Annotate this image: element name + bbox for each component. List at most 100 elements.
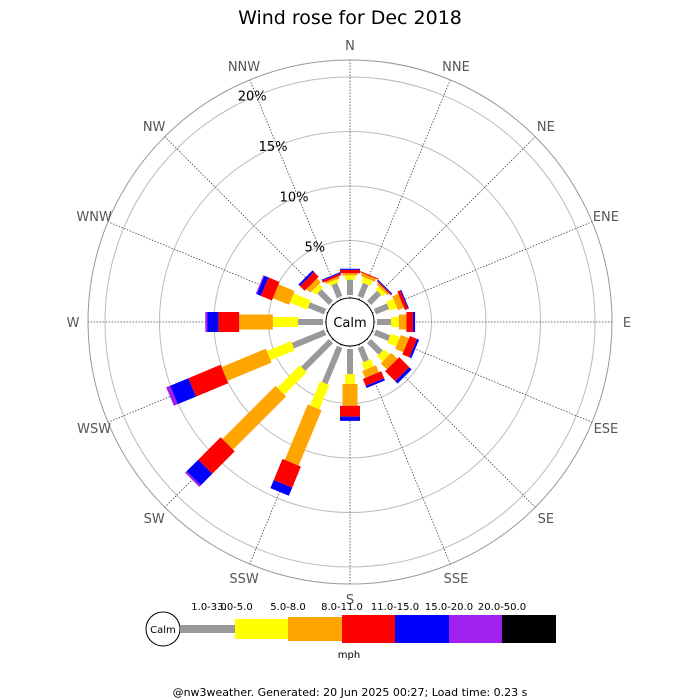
direction-label-sse: SSE [444, 572, 469, 587]
bar-sw-bin-4 [198, 437, 235, 474]
direction-label-sw: SW [144, 512, 165, 527]
legend-swatch-4 [342, 615, 395, 643]
direction-label-wsw: WSW [77, 422, 111, 437]
bar-ene-bin-3 [392, 293, 404, 311]
bar-nne-bin-3 [360, 273, 376, 282]
direction-label-ene: ENE [593, 210, 619, 225]
bar-w-bin-6 [205, 312, 208, 332]
bar-ese-bin-2 [387, 333, 400, 347]
bar-s-bin-4 [340, 405, 360, 417]
bar-w-bin-1 [297, 319, 323, 325]
bar-ese-bin-4 [402, 336, 417, 358]
bar-nw-bin-5 [298, 270, 315, 287]
ring-4 [104, 76, 596, 568]
legend-label-1: 1.0-3.0 [191, 602, 226, 613]
legend-calm-label: Calm [150, 625, 176, 636]
bar-s-bin-5 [340, 416, 360, 421]
bar-ne-bin-3 [376, 283, 389, 296]
bar-sse-bin-1 [357, 345, 369, 363]
bar-s-bin-1 [347, 349, 353, 375]
bar-wsw-bin-5 [170, 378, 196, 405]
bar-ne-bin-5 [377, 279, 393, 295]
bar-sw-bin-3 [222, 385, 287, 450]
bar-ene-bin-1 [373, 303, 390, 315]
bar-sw-bin-5 [186, 459, 213, 486]
bar-se-bin-2 [377, 349, 390, 362]
bar-wsw-bin-6 [166, 385, 178, 406]
bar-sse-bin-5 [365, 378, 385, 388]
direction-label-n: N [345, 39, 355, 54]
bar-wsw-bin-2 [266, 341, 295, 361]
bar-ne-bin-4 [376, 280, 392, 296]
bar-ene-bin-4 [397, 290, 408, 311]
bar-nw-bin-4 [299, 271, 319, 291]
bar-nne-bin-4 [359, 271, 379, 280]
bar-nnw-bin-1 [331, 282, 343, 299]
calm-label: Calm [333, 316, 366, 331]
bar-w-bin-2 [272, 317, 298, 327]
bar-s-bin-2 [345, 374, 355, 384]
legend-swatch-1 [180, 625, 235, 633]
bar-n-bin-1 [347, 279, 353, 295]
bar-n-bin-2 [345, 275, 355, 280]
bar-se-bin-1 [367, 339, 383, 355]
bar-wnw-bin-1 [307, 302, 327, 315]
bar-e-bin-4 [406, 312, 413, 332]
percent-labels: 5% 10% 15% 20% [238, 90, 325, 256]
bar-wnw-bin-4 [260, 277, 280, 301]
bar-w-bin-5 [207, 312, 219, 332]
bar-nw-bin-2 [312, 284, 323, 295]
bar-sse-bin-4 [362, 371, 385, 386]
direction-labels: N NNE NE ENE E ESE SE SSE S SSW SW WSW W WNW NW NNW [67, 39, 632, 608]
legend-label-7: 20.0-50.0 [478, 602, 526, 613]
footer-text: @nw3weather. Generated: 20 Jun 2025 00:2… [173, 686, 528, 699]
legend-label-3: 5.0-8.0 [270, 602, 305, 613]
bar-wnw-bin-6 [255, 275, 265, 295]
bar-n-bin-5 [340, 268, 360, 270]
legend-swatch-6 [449, 615, 502, 643]
wind-bars [166, 268, 420, 496]
bar-e-bin-1 [377, 319, 392, 325]
bar-nw-bin-1 [317, 289, 333, 305]
bar-sw-bin-6 [185, 471, 201, 487]
bar-wnw-bin-2 [289, 293, 311, 310]
bar-nnw-bin-2 [328, 279, 339, 286]
speed-legend: Calm mph 1.0-3.03.0-5.0 5.0-8.0 8.0-11.0 11… [145, 602, 556, 661]
bar-n-bin-3 [342, 273, 358, 276]
bar-nnw-bin-3 [325, 276, 340, 284]
bar-ese-bin-5 [409, 338, 420, 359]
calm-circle: Calm [325, 297, 375, 347]
bar-wsw-bin-1 [291, 329, 327, 349]
bar-sse-bin-3 [362, 365, 379, 378]
direction-label-nw: NW [143, 120, 166, 135]
direction-label-nne: NNE [442, 60, 470, 75]
bar-wnw-bin-3 [272, 284, 295, 305]
bar-ssw-bin-4 [273, 458, 301, 488]
bar-se-bin-3 [380, 352, 398, 370]
percent-label-2: 10% [280, 190, 309, 205]
bar-e-bin-5 [413, 312, 416, 332]
bar-ssw-bin-1 [321, 345, 343, 385]
direction-label-w: W [67, 316, 80, 331]
direction-label-se: SE [538, 512, 554, 527]
bar-ssw-bin-3 [284, 404, 322, 466]
bar-nw-bin-3 [306, 278, 321, 293]
bar-ne-bin-2 [375, 286, 386, 297]
bar-nnw-bin-4 [322, 273, 342, 283]
legend-unit: mph [338, 650, 360, 661]
legend-swatch-2 [235, 619, 288, 639]
legend-swatch-3 [288, 617, 342, 641]
bar-wsw-bin-4 [188, 364, 229, 397]
direction-label-nnw: NNW [228, 60, 260, 75]
bar-w-bin-4 [218, 312, 240, 332]
bar-wnw-bin-5 [256, 275, 269, 296]
legend-label-2: 3.0-5.0 [217, 602, 252, 613]
bar-e-bin-3 [398, 314, 407, 330]
bar-nnw-bin-5 [321, 272, 341, 281]
bar-se-bin-5 [395, 367, 412, 384]
bar-ssw-bin-2 [310, 381, 330, 410]
legend-label-6: 15.0-20.0 [425, 602, 473, 613]
legend-swatch-5 [395, 615, 449, 643]
bar-wsw-bin-3 [221, 348, 272, 381]
bar-nne-bin-1 [357, 282, 369, 299]
